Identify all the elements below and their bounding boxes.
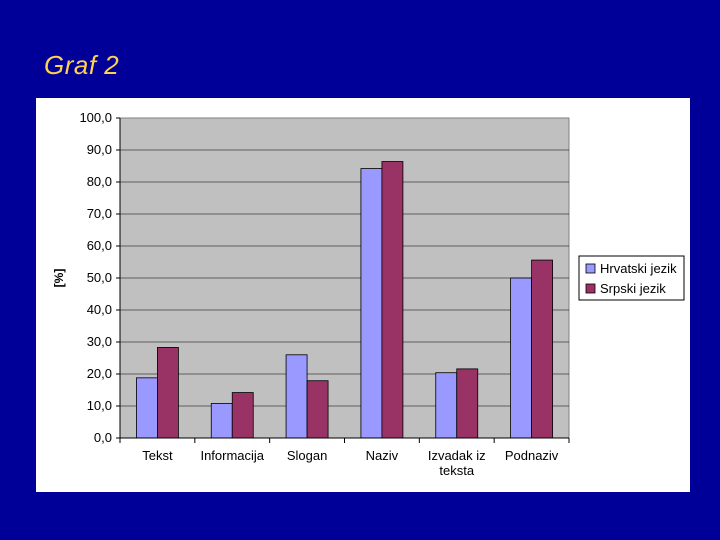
- legend-box: [578, 255, 685, 301]
- bar-hrvatski: [136, 377, 158, 439]
- y-tick-label: 80,0: [87, 174, 112, 189]
- bar-srpski: [531, 259, 553, 439]
- slide-title: Graf 2: [44, 50, 120, 80]
- x-category-label: Naziv: [366, 448, 399, 463]
- bar-hrvatski: [435, 372, 458, 439]
- x-category-label: teksta: [439, 463, 474, 478]
- x-category-label: Podnaziv: [505, 448, 559, 463]
- y-tick-label: 60,0: [87, 238, 112, 253]
- gridlines: [120, 149, 569, 407]
- bars: [136, 161, 553, 439]
- bar-srpski: [456, 368, 479, 439]
- y-axis-ticks: 0,0 10,0 20,0 30,0 40,0 50,0 60,0 70,0 80,0 90,0 1…: [79, 110, 120, 445]
- bar-hrvatski: [510, 277, 532, 439]
- chart-panel: 0,0 10,0 20,0 30,0 40,0 50,0 60,0 70,0 80,0 90,0 1…: [36, 98, 690, 492]
- y-tick-label: 90,0: [87, 142, 112, 157]
- x-category-label: Slogan: [287, 448, 327, 463]
- y-tick-label: 30,0: [87, 334, 112, 349]
- y-tick-label: 0,0: [94, 430, 112, 445]
- y-tick-label: 10,0: [87, 398, 112, 413]
- legend: Hrvatski jezik Srpski jezik: [578, 255, 685, 301]
- bar-srpski: [157, 347, 179, 439]
- y-tick-label: 20,0: [87, 366, 112, 381]
- bar-hrvatski: [210, 403, 233, 439]
- x-category-label: Informacija: [200, 448, 264, 463]
- y-tick-label: 50,0: [87, 270, 112, 285]
- x-category-label: Izvadak iz: [428, 448, 486, 463]
- bar-srpski: [231, 392, 254, 439]
- bar-hrvatski: [360, 168, 383, 439]
- x-category-label: Tekst: [142, 448, 173, 463]
- y-tick-label: 100,0: [79, 110, 112, 125]
- legend-swatch: [585, 263, 596, 274]
- y-tick-label: 70,0: [87, 206, 112, 221]
- bar-srpski: [306, 380, 329, 439]
- legend-label: Hrvatski jezik: [600, 261, 677, 276]
- y-tick-label: 40,0: [87, 302, 112, 317]
- bar-hrvatski: [285, 354, 308, 439]
- y-axis-label: [%]: [52, 269, 66, 288]
- bar-chart: 0,0 10,0 20,0 30,0 40,0 50,0 60,0 70,0 80,0 90,0 1…: [52, 110, 685, 478]
- legend-swatch: [585, 283, 596, 294]
- legend-label: Srpski jezik: [600, 281, 666, 296]
- bar-srpski: [381, 161, 404, 439]
- x-axis-categories: Tekst Informacija Slogan Naziv Izvadak iztek…: [119, 438, 570, 478]
